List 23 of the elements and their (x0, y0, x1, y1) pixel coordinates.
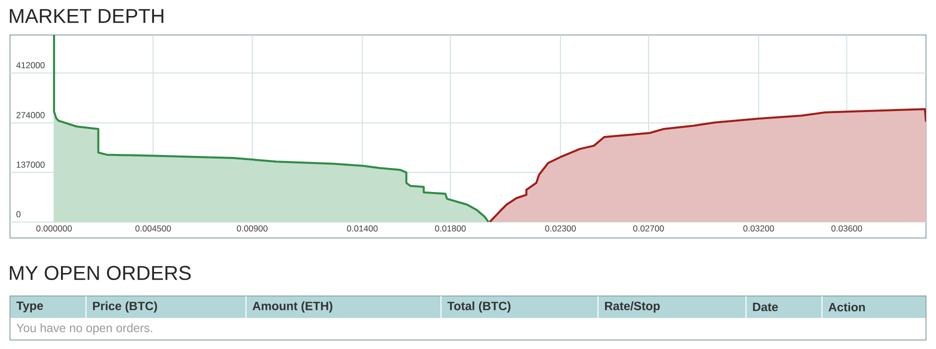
y-tick-label: 0 (16, 211, 21, 218)
text: Rate/Stop (605, 301, 660, 313)
text: Price (BTC) (93, 301, 158, 313)
y-tick-label: 412000 (16, 62, 45, 68)
x-tick-label: 0.000000 (36, 225, 72, 232)
x-tick-label: 0.02700 (633, 225, 664, 232)
x-tick-label: 0.00900 (236, 225, 268, 232)
x-tick-label: 0.02300 (545, 225, 576, 232)
x-tick-label: 0.01400 (346, 225, 378, 232)
x-tick-label: 0.03200 (743, 225, 774, 232)
text: MY OPEN ORDERS (10, 266, 191, 280)
text: Action (828, 302, 865, 312)
text: Date (753, 302, 778, 312)
chart-title: MARKET DEPTH (10, 9, 164, 23)
x-tick-label: 0.004500 (135, 225, 171, 232)
x-tick-label: 0.01800 (435, 225, 466, 232)
y-tick-label: 274000 (16, 112, 45, 118)
y-tick-label: 137000 (16, 162, 45, 168)
x-tick-label: 0.03600 (831, 225, 862, 232)
text: Type (16, 302, 44, 312)
text: Total (BTC) (447, 301, 510, 313)
text: Amount (ETH) (252, 301, 332, 313)
text: You have no open orders. (16, 323, 152, 335)
